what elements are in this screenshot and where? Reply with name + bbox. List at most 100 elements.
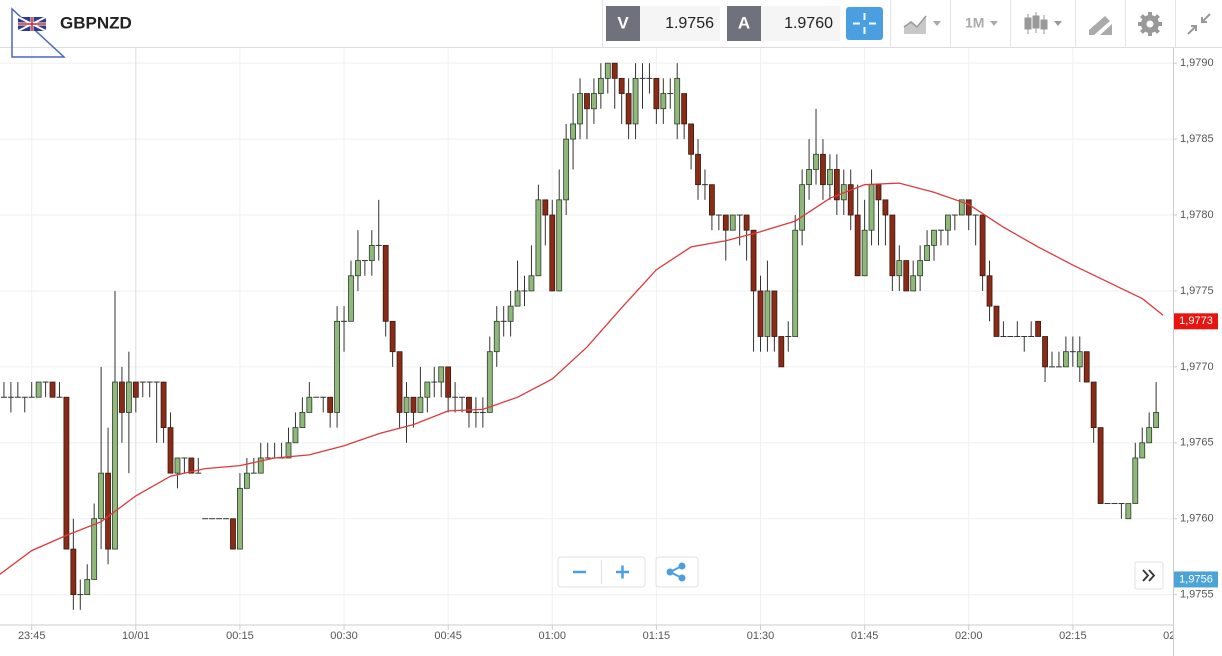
y-tick-label: 1,9760 bbox=[1180, 513, 1214, 525]
candle-body bbox=[799, 184, 806, 231]
candle-body bbox=[535, 199, 542, 277]
candle-body bbox=[667, 93, 674, 95]
candle-body bbox=[306, 396, 313, 413]
candle-body bbox=[91, 518, 98, 580]
candle-body bbox=[56, 396, 63, 398]
candle-body bbox=[750, 229, 757, 292]
candle-body bbox=[1014, 336, 1021, 337]
candle-body bbox=[188, 457, 195, 474]
candle-body bbox=[119, 381, 125, 413]
candle-body bbox=[313, 396, 320, 398]
candle-body bbox=[327, 396, 334, 413]
candle-body bbox=[355, 260, 361, 277]
ask-button[interactable] bbox=[727, 6, 761, 41]
candle-body bbox=[341, 320, 348, 322]
candle-body bbox=[1132, 457, 1139, 504]
x-tick-label: 00:30 bbox=[330, 630, 358, 642]
chart-type-button[interactable] bbox=[903, 15, 941, 34]
candle-body bbox=[257, 457, 264, 474]
candle-body bbox=[826, 169, 833, 186]
plot-area bbox=[0, 62, 1164, 610]
candle-body bbox=[813, 153, 819, 170]
candle-body bbox=[653, 77, 660, 110]
bid-button[interactable] bbox=[606, 6, 640, 41]
candle-body bbox=[160, 381, 167, 429]
draw-button[interactable] bbox=[1089, 16, 1112, 35]
corner-marker bbox=[11, 7, 66, 58]
candle-body bbox=[722, 214, 729, 231]
candle-body bbox=[1028, 336, 1035, 337]
x-tick-label: 01:30 bbox=[747, 630, 775, 642]
candle-body bbox=[889, 214, 896, 277]
candle-body bbox=[125, 381, 132, 413]
candle-body bbox=[1139, 442, 1146, 459]
candle-body bbox=[35, 381, 42, 398]
y-tick-label: 1,9755 bbox=[1180, 589, 1214, 601]
y-tick-label: 1,9780 bbox=[1180, 209, 1214, 221]
candle-body bbox=[563, 138, 570, 201]
candle-body bbox=[715, 214, 722, 216]
ask-label[interactable]: A bbox=[738, 13, 750, 32]
candle-body bbox=[632, 77, 639, 125]
candle-body bbox=[785, 336, 792, 337]
x-tick-label: 23:45 bbox=[18, 630, 46, 642]
candle-body bbox=[84, 579, 91, 596]
candle-body bbox=[979, 214, 986, 277]
price-tag bbox=[1174, 571, 1218, 588]
y-axis-panel bbox=[1174, 48, 1222, 656]
candle-body bbox=[479, 411, 486, 413]
share-button[interactable] bbox=[666, 562, 686, 582]
candle-body bbox=[618, 77, 625, 94]
candle-body bbox=[1097, 427, 1104, 504]
timeframe-button[interactable]: 1M bbox=[965, 15, 984, 31]
collapse-button[interactable] bbox=[1187, 13, 1211, 35]
candle-body bbox=[112, 381, 118, 550]
candle-body bbox=[223, 518, 230, 520]
candle-body bbox=[660, 93, 667, 110]
candle-style-button[interactable] bbox=[1024, 12, 1062, 34]
candle-body bbox=[98, 472, 105, 520]
candle-body bbox=[1090, 381, 1097, 429]
candle-body bbox=[882, 199, 889, 216]
price-tag-label: 1,9756 bbox=[1179, 573, 1213, 585]
x-tick-label: 01:15 bbox=[643, 630, 671, 642]
settings-button[interactable] bbox=[1138, 12, 1162, 36]
candle-body bbox=[604, 62, 611, 79]
scroll-end-button[interactable] bbox=[1142, 569, 1156, 582]
bid-box bbox=[640, 6, 720, 41]
x-tick-label: 02:15 bbox=[1059, 630, 1087, 642]
crosshair-button[interactable] bbox=[846, 7, 883, 40]
candle-body bbox=[466, 396, 472, 413]
y-tick-label: 1,9770 bbox=[1180, 361, 1214, 373]
candle-body bbox=[806, 169, 812, 186]
candle-body bbox=[153, 381, 160, 383]
candle-body bbox=[903, 260, 910, 292]
flag-icon bbox=[17, 16, 47, 32]
candle-body bbox=[243, 472, 250, 489]
y-axis: 1,9755 1,9760 1,9765 1,9770 1,9775 1,9780 1,97… bbox=[1173, 57, 1218, 601]
candle-body bbox=[1083, 351, 1090, 383]
candle-body bbox=[410, 396, 417, 413]
candle-body bbox=[1118, 503, 1125, 505]
price-tag bbox=[1174, 313, 1218, 330]
zoom-in-button[interactable] bbox=[616, 565, 629, 579]
candle-body bbox=[216, 518, 223, 520]
candle-body bbox=[21, 396, 28, 398]
bid-price: 1.9756 bbox=[665, 15, 714, 32]
candle-body bbox=[674, 77, 681, 125]
bid-label[interactable]: V bbox=[617, 13, 629, 32]
x-tick-label: 01:00 bbox=[539, 630, 567, 642]
candle-body bbox=[230, 518, 236, 550]
candle-body bbox=[528, 275, 535, 292]
candle-body bbox=[924, 244, 930, 261]
candle-body bbox=[639, 77, 646, 79]
candle-body bbox=[764, 290, 771, 337]
candle-body bbox=[237, 487, 243, 550]
candle-body bbox=[42, 381, 49, 383]
candle-body bbox=[701, 184, 708, 186]
candle-body bbox=[854, 214, 861, 277]
candle-body bbox=[584, 93, 590, 110]
candle-body bbox=[868, 184, 875, 231]
candle-body bbox=[695, 153, 701, 186]
